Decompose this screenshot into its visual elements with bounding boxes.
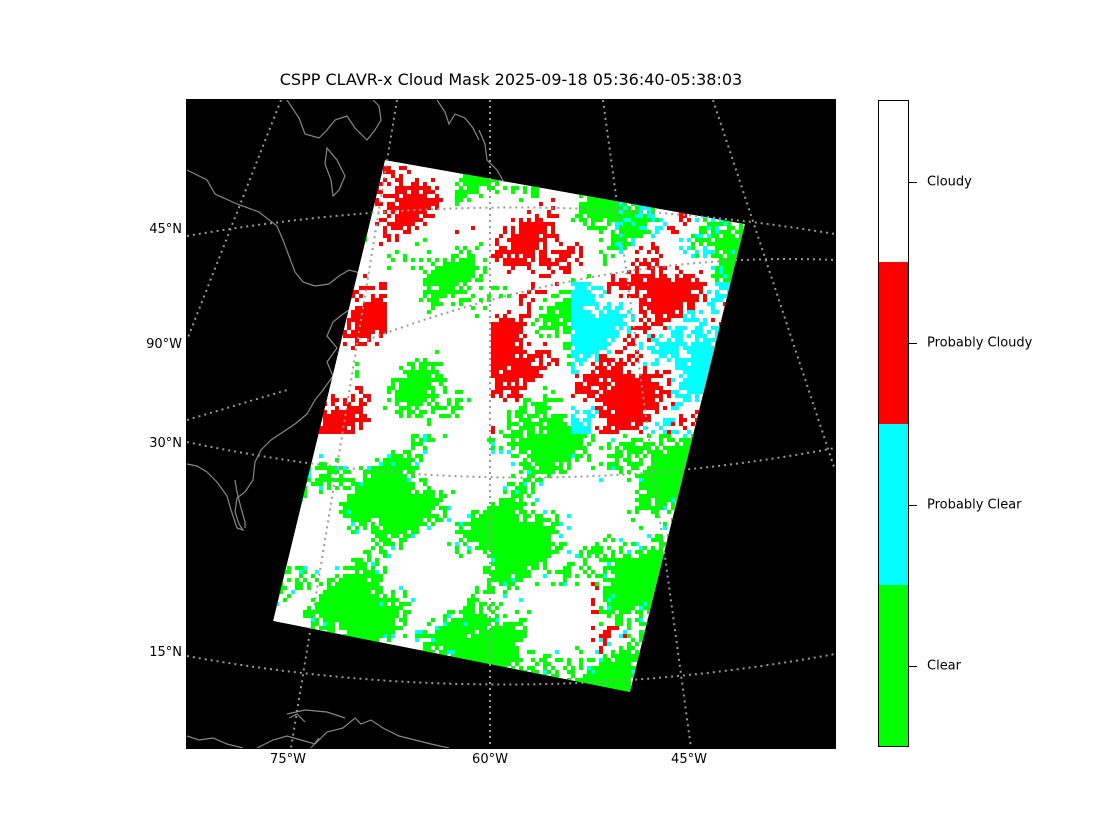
coastline-james-bay [324,146,346,198]
lon-label-90w: 90°W [146,337,182,352]
lon-label-45w: 45°W [671,752,707,767]
graticule-lat-30 [187,441,835,479]
coastline-florida [234,479,246,528]
colorbar-tick [909,666,917,667]
graticule-lon-75b [290,100,398,748]
graticule-lon-mid [187,389,288,421]
graticule-lat-15 [187,653,835,686]
lon-label-75w: 75°W [270,752,306,767]
map-canvas [187,100,835,748]
coastline-labrador [436,100,480,141]
colorbar-tick [909,505,917,506]
coastline-us-east [187,169,372,532]
graticule-lon-30 [712,100,835,471]
cloud-swath [273,160,745,692]
colorbar-segment-clear [879,584,908,746]
graticule-lon-75 [187,100,282,341]
colorbar-label-probably-clear: Probably Clear [927,497,1022,513]
colorbar-label-probably-cloudy: Probably Cloudy [927,335,1033,351]
coastline-north-shore [286,100,382,141]
colorbar-segment-probably-clear [879,423,908,585]
map-panel [186,99,836,749]
colorbar-label-cloudy: Cloudy [927,174,972,190]
graticule-lat-45 [187,206,835,237]
graticule-lon-45 [602,100,692,748]
colorbar-tick [909,182,917,183]
colorbar-segment-probably-cloudy [879,262,908,424]
lat-label-30n: 30°N [149,436,182,451]
colorbar-label-clear: Clear [927,658,961,674]
graticule-lat-mid [366,258,835,341]
chart-title: CSPP CLAVR-x Cloud Mask 2025-09-18 05:36… [279,70,743,89]
colorbar-segment-cloudy [879,101,908,263]
coastline-caribbean [187,713,450,748]
coastline-cuba [286,709,346,719]
colorbar-tick [909,343,917,344]
lat-label-45n: 45°N [149,222,182,237]
lat-label-15n: 15°N [149,645,182,660]
graticule [187,100,835,748]
lon-label-60w: 60°W [472,752,508,767]
colorbar [878,100,909,747]
